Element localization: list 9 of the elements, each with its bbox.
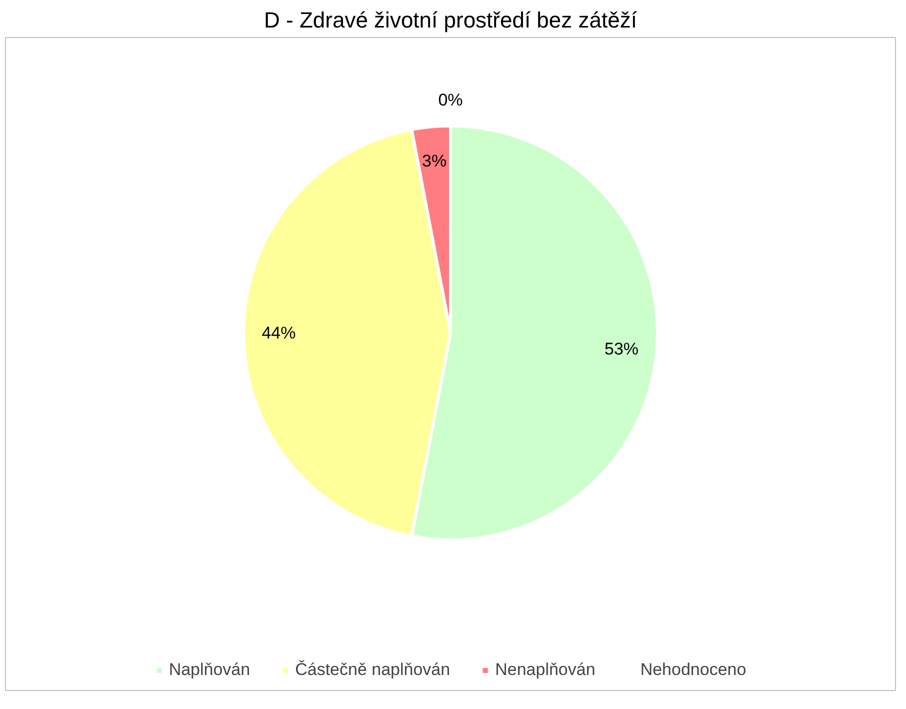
data-label: 3% [422,151,447,170]
data-label: 53% [604,340,639,359]
chart-title: D - Zdravé životní prostředí bez zátěží [264,8,637,32]
legend-label: Částečně naplňován [295,660,450,680]
category-label: Nehodnoceno [640,660,746,679]
data-label: 44% [262,323,296,342]
text: 0% [438,90,463,110]
legend-label: Naplňován [168,660,250,680]
legend-label: Nenaplňován [495,660,596,680]
